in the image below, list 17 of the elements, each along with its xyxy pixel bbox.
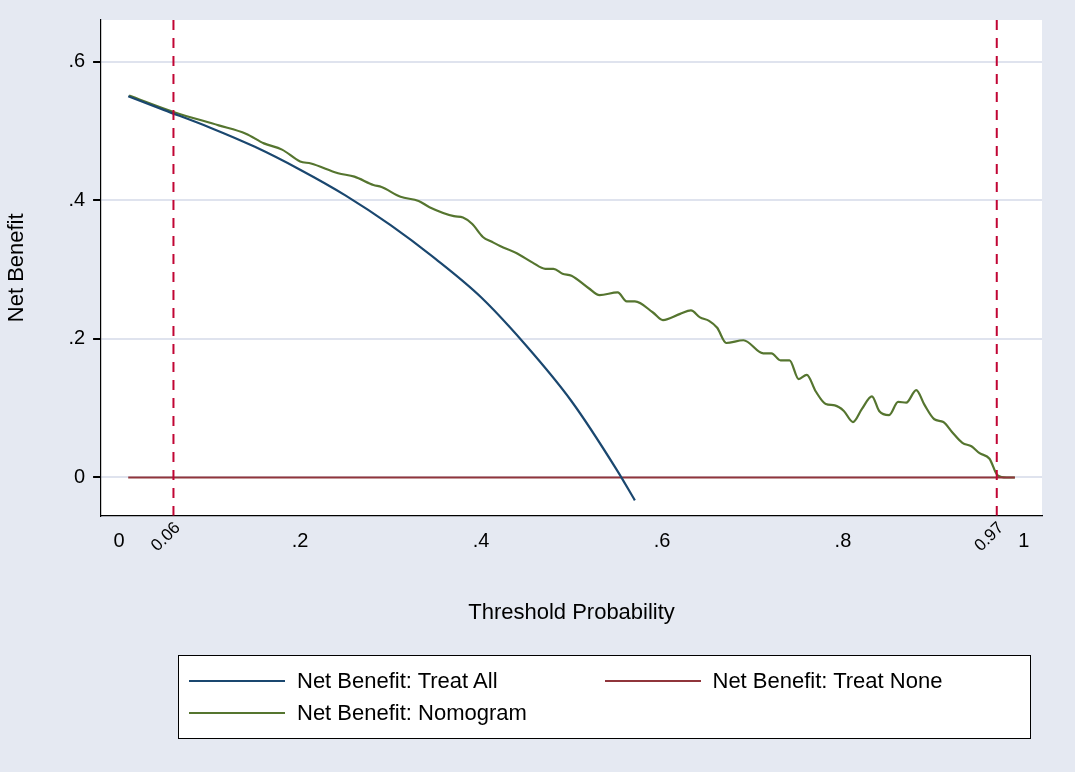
x-axis-title: Threshold Probability [468, 598, 675, 624]
y-tick-label: 0 [73, 464, 86, 487]
x-tick-label: 0 [113, 529, 125, 552]
legend-label: Net Benefit: Treat All [297, 668, 498, 694]
y-tick-label: .6 [68, 49, 86, 72]
line-series [127, 95, 636, 502]
ref-line-label: 0.06 [147, 518, 184, 555]
x-tick-label: .8 [834, 529, 852, 552]
legend-label: Net Benefit: Nomogram [297, 700, 527, 726]
x-tick-label: .6 [653, 529, 671, 552]
x-tick-label: .2 [291, 529, 309, 552]
x-tick-label: .4 [472, 529, 490, 552]
y-tick-label: .4 [68, 187, 86, 210]
y-tick-label: .2 [68, 326, 86, 349]
y-axis-title: Net Benefit [3, 213, 29, 323]
legend-label: Net Benefit: Treat None [712, 668, 943, 694]
x-tick-label: 1 [1018, 529, 1030, 552]
